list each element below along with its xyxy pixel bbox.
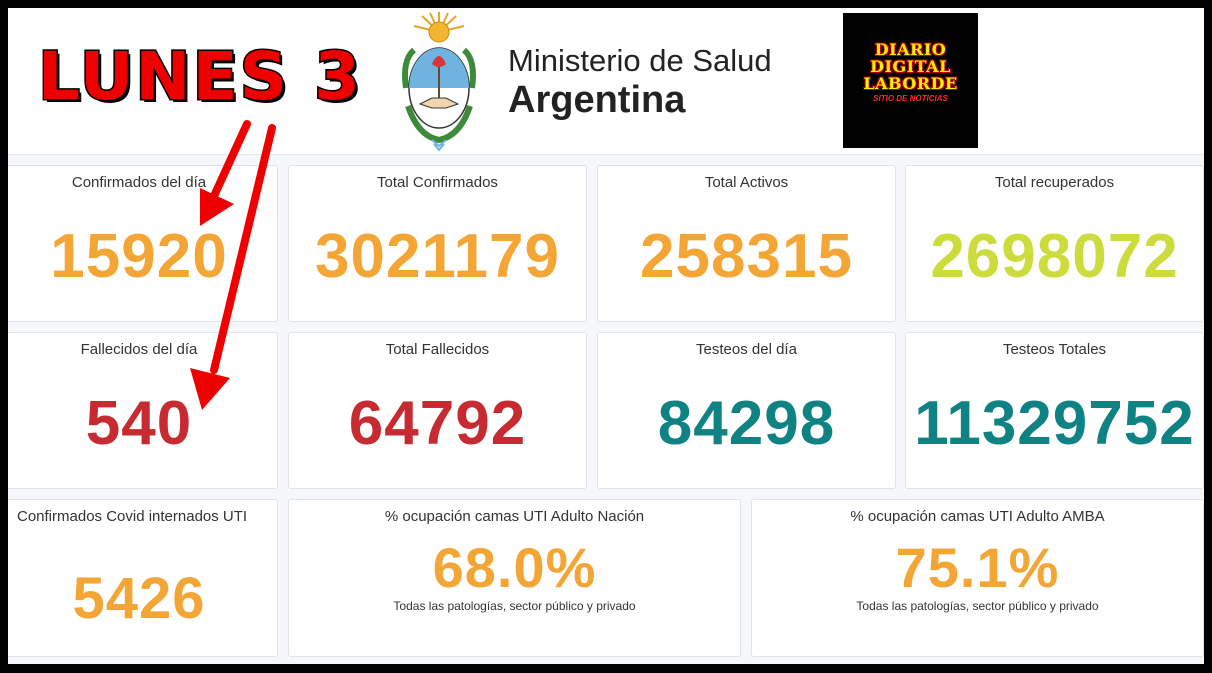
card-title: % ocupación camas UTI Adulto Nación bbox=[384, 508, 645, 525]
card-title: Total recuperados bbox=[994, 174, 1115, 191]
card-value: 15920 bbox=[50, 222, 228, 291]
card-value: 2698072 bbox=[930, 222, 1179, 291]
logo-line-3: LABORDE bbox=[863, 74, 958, 93]
card-value: 68.0% bbox=[432, 536, 597, 599]
card-value: 11329752 bbox=[914, 389, 1195, 458]
ministry-title: Ministerio de Salud Argentina bbox=[508, 44, 772, 122]
ministry-line2: Argentina bbox=[508, 79, 686, 121]
card-ocupacion-amba: % ocupación camas UTI Adulto AMBA 75.1% … bbox=[751, 499, 1204, 657]
card-note: Todas las patologías, sector público y p… bbox=[393, 599, 636, 613]
card-title: Testeos del día bbox=[696, 341, 797, 358]
card-title: % ocupación camas UTI Adulto AMBA bbox=[850, 508, 1105, 525]
card-total-activos: Total Activos 258315 bbox=[597, 165, 896, 322]
card-value: 84298 bbox=[657, 389, 836, 458]
card-title: Testeos Totales bbox=[1002, 341, 1107, 358]
logo-line-1: DIARIO bbox=[874, 40, 947, 59]
diario-logo: DIARIO DIGITAL LABORDE SITIO DE NOTICIAS bbox=[843, 13, 978, 148]
card-testeos-dia: Testeos del día 84298 bbox=[597, 332, 896, 489]
coat-of-arms-icon bbox=[402, 12, 476, 152]
card-title: Confirmados del día bbox=[71, 174, 207, 191]
card-title: Total Fallecidos bbox=[385, 341, 490, 358]
card-ocupacion-nacion: % ocupación camas UTI Adulto Nación 68.0… bbox=[288, 499, 741, 657]
card-value: 5426 bbox=[72, 566, 206, 631]
card-internados-uti: Confirmados Covid internados UTI 5426 bbox=[8, 499, 278, 657]
card-title: Fallecidos del día bbox=[80, 341, 198, 358]
card-testeos-totales: Testeos Totales 11329752 bbox=[905, 332, 1204, 489]
card-title: Confirmados Covid internados UTI bbox=[17, 508, 248, 525]
card-value: 3021179 bbox=[315, 222, 560, 291]
logo-subtitle: SITIO DE NOTICIAS bbox=[873, 94, 948, 103]
header: LUNES 3 Ministerio de Salud Arg bbox=[8, 8, 1204, 155]
card-value: 540 bbox=[85, 389, 193, 458]
card-value: 75.1% bbox=[895, 536, 1060, 599]
dashboard-frame: LUNES 3 Ministerio de Salud Arg bbox=[8, 8, 1204, 664]
day-label: LUNES 3 bbox=[36, 37, 363, 117]
ministry-line1: Ministerio de Salud bbox=[508, 43, 772, 78]
card-total-fallecidos: Total Fallecidos 64792 bbox=[288, 332, 587, 489]
logo-line-2: DIGITAL bbox=[870, 57, 951, 76]
card-note: Todas las patologías, sector público y p… bbox=[856, 599, 1099, 613]
card-value: 258315 bbox=[640, 222, 853, 291]
card-total-confirmados: Total Confirmados 3021179 bbox=[288, 165, 587, 322]
card-title: Total Confirmados bbox=[377, 174, 498, 191]
card-value: 64792 bbox=[348, 389, 527, 458]
card-confirmados-dia: Confirmados del día 15920 bbox=[8, 165, 278, 322]
card-fallecidos-dia: Fallecidos del día 540 bbox=[8, 332, 278, 489]
card-title: Total Activos bbox=[704, 174, 789, 191]
card-total-recuperados: Total recuperados 2698072 bbox=[905, 165, 1204, 322]
